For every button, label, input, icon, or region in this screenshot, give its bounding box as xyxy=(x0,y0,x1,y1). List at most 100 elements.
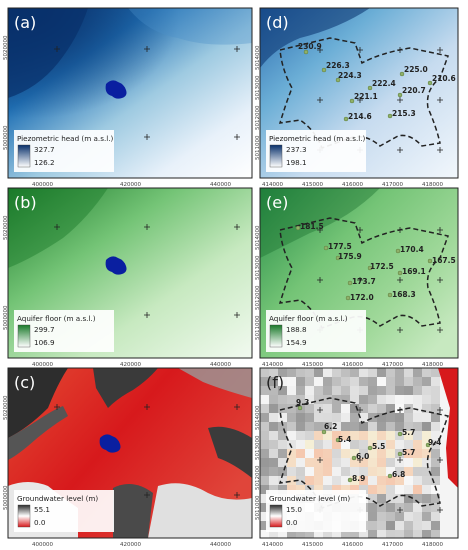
legend-min: 154.9 xyxy=(286,338,307,347)
well-label: 168.3 xyxy=(392,290,416,299)
y-tick: 5014000 xyxy=(255,225,261,250)
legend-title: Aquifer floor (m a.s.l.) xyxy=(269,314,348,323)
legend: Groundwater level (m) 15.0 0.0 xyxy=(266,490,366,532)
legend: Aquifer floor (m a.s.l.) 188.8 154.9 xyxy=(266,310,366,352)
well-label: 224.3 xyxy=(338,71,362,80)
well-label: 8.9 xyxy=(352,474,365,483)
legend: Groundwater level (m) 55.1 0.0 xyxy=(14,490,114,532)
well-label: 167.5 xyxy=(432,256,456,265)
x-tick: 415000 xyxy=(302,182,323,188)
well-label: 214.6 xyxy=(348,112,372,121)
wells: 230.9 226.3 224.3 225.0 210.6 222.4 220.… xyxy=(298,42,456,122)
grid-crosses xyxy=(54,46,240,140)
x-tick: 420000 xyxy=(120,362,141,368)
x-tick: 414000 xyxy=(262,182,283,188)
x-tick: 415000 xyxy=(302,542,323,548)
panel-label: (a) xyxy=(14,13,36,32)
y-tick: 5012000 xyxy=(255,465,261,490)
x-tick: 417000 xyxy=(382,182,403,188)
legend-title: Piezometric head (m a.s.l.) xyxy=(269,134,366,143)
panel-a: (a) Piezometric head (m a.s.l.) 327.7 12… xyxy=(7,7,253,179)
grid-crosses xyxy=(54,224,240,318)
well-label: 9.4 xyxy=(428,438,441,447)
x-tick: 440000 xyxy=(210,362,231,368)
well-label: 6.0 xyxy=(356,452,369,461)
legend-max: 327.7 xyxy=(34,145,55,154)
legend-min: 106.9 xyxy=(34,338,55,347)
y-tick: 5012000 xyxy=(255,285,261,310)
x-tick: 415000 xyxy=(302,362,323,368)
lake-shape xyxy=(99,434,121,453)
well-label: 230.9 xyxy=(298,42,322,51)
y-tick: 5013000 xyxy=(255,255,261,280)
well-label: 6.2 xyxy=(324,422,337,431)
legend-max: 15.0 xyxy=(286,505,302,514)
panel-d: 230.9 226.3 224.3 225.0 210.6 222.4 220.… xyxy=(259,7,459,179)
legend-max: 237.3 xyxy=(286,145,307,154)
legend: Piezometric head (m a.s.l.) 327.7 126.2 xyxy=(14,130,114,172)
well-label: 222.4 xyxy=(372,79,396,88)
y-tick: 5014000 xyxy=(255,45,261,70)
legend-max: 188.8 xyxy=(286,325,307,334)
x-tick: 416000 xyxy=(342,182,363,188)
well-label: 220.7 xyxy=(402,86,426,95)
legend-title: Piezometric head (m a.s.l.) xyxy=(17,134,114,143)
x-tick: 416000 xyxy=(342,362,363,368)
well-label: 225.0 xyxy=(404,65,428,74)
legend-min: 126.2 xyxy=(34,158,55,167)
x-tick: 418000 xyxy=(422,542,443,548)
grid-crosses xyxy=(54,404,240,498)
well-label: 215.3 xyxy=(392,109,416,118)
legend-max: 299.7 xyxy=(34,325,55,334)
x-tick: 440000 xyxy=(210,182,231,188)
y-tick: 5012000 xyxy=(255,105,261,130)
well-label: 172.5 xyxy=(370,262,394,271)
x-tick: 416000 xyxy=(342,542,363,548)
x-tick: 420000 xyxy=(120,182,141,188)
panel-f: 9.3 6.2 5.4 5.5 5.7 9.4 6.0 5.7 8.9 6.8 … xyxy=(259,367,459,539)
legend-min: 0.0 xyxy=(286,518,298,527)
well-label: 6.8 xyxy=(392,470,405,479)
well-label: 221.1 xyxy=(354,92,378,101)
panel-c: (c) Groundwater level (m) 55.1 0.0 xyxy=(7,367,253,539)
lake-shape xyxy=(105,256,127,275)
y-tick: 5013000 xyxy=(255,75,261,100)
well-label: 226.3 xyxy=(326,61,350,70)
x-tick: 414000 xyxy=(262,542,283,548)
well-label: 173.7 xyxy=(352,277,376,286)
wells: 181.5 177.5 175.9 170.4 167.5 172.5 169.… xyxy=(295,222,456,302)
y-tick: 5014000 xyxy=(255,405,261,430)
x-tick: 418000 xyxy=(422,362,443,368)
well-label: 169.1 xyxy=(402,267,426,276)
well-label: 9.3 xyxy=(296,398,309,407)
y-tick: 5011000 xyxy=(255,495,261,520)
legend-title: Aquifer floor (m a.s.l.) xyxy=(17,314,96,323)
y-tick: 5020000 xyxy=(3,35,9,60)
y-tick: 5013000 xyxy=(255,435,261,460)
y-tick: 5000000 xyxy=(3,305,9,330)
x-tick: 400000 xyxy=(32,182,53,188)
legend-title: Groundwater level (m) xyxy=(269,494,350,503)
panel-b: (b) Aquifer floor (m a.s.l.) 299.7 106.9 xyxy=(7,187,253,359)
legend-max: 55.1 xyxy=(34,505,50,514)
well-label: 181.5 xyxy=(300,222,324,231)
panel-label: (c) xyxy=(14,373,35,392)
well-label: 5.7 xyxy=(402,428,415,437)
wells: 9.3 6.2 5.4 5.5 5.7 9.4 6.0 5.7 8.9 6.8 xyxy=(296,398,441,483)
y-tick: 5000000 xyxy=(3,485,9,510)
legend-title: Groundwater level (m) xyxy=(17,494,98,503)
well-label: 5.7 xyxy=(402,448,415,457)
x-tick: 440000 xyxy=(210,542,231,548)
lake-shape xyxy=(105,80,127,99)
well-label: 210.6 xyxy=(432,74,456,83)
x-tick: 414000 xyxy=(262,362,283,368)
y-tick: 5011000 xyxy=(255,135,261,160)
x-tick: 400000 xyxy=(32,362,53,368)
x-tick: 417000 xyxy=(382,362,403,368)
y-tick: 5000000 xyxy=(3,125,9,150)
panel-label: (b) xyxy=(14,193,37,212)
well-label: 5.5 xyxy=(372,442,385,451)
well-label: 177.5 xyxy=(328,242,352,251)
well-label: 5.4 xyxy=(338,435,351,444)
